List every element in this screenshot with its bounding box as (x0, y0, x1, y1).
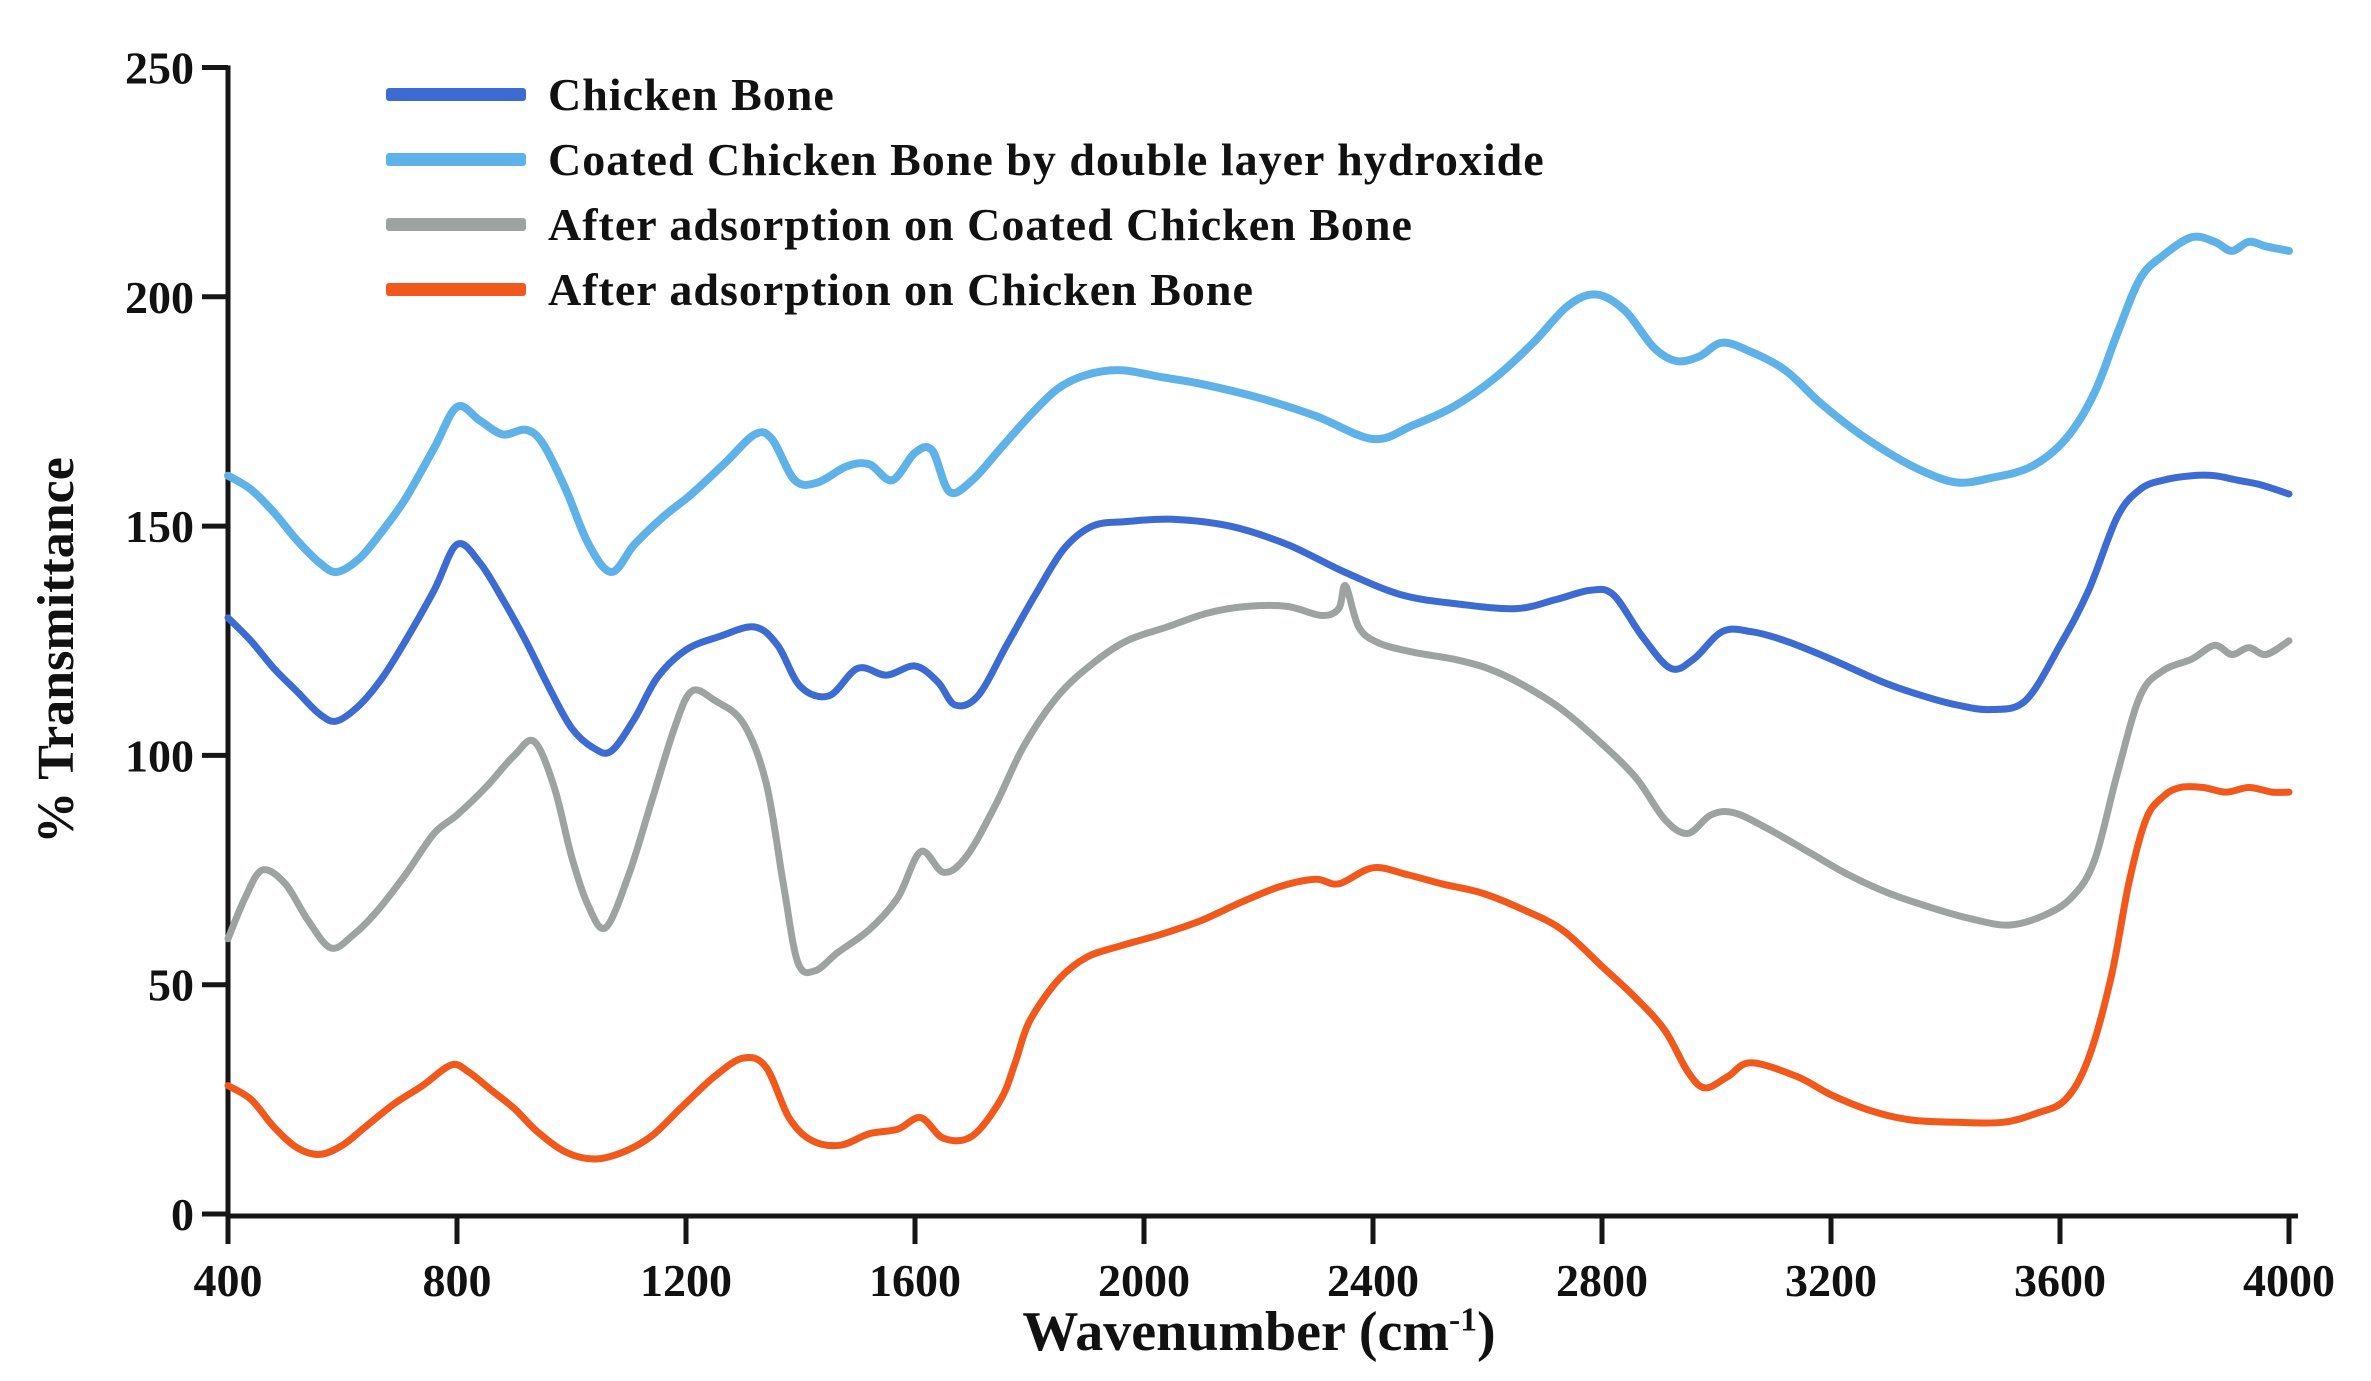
y-tick-label: 250 (125, 43, 194, 94)
x-tick-label: 3600 (2014, 1255, 2106, 1306)
x-tick-label: 1200 (640, 1255, 732, 1306)
x-tick-label: 1600 (869, 1255, 961, 1306)
x-axis-title-suffix: ) (1477, 1301, 1496, 1363)
legend-swatch-icon (386, 87, 526, 101)
legend-swatch-icon (386, 217, 526, 231)
legend-item-after-adsorption-on-chicken-bone: After adsorption on Chicken Bone (386, 261, 1545, 317)
series-line-after-adsorption-on-chicken-bone (224, 783, 2293, 1163)
y-tick-label: 100 (125, 730, 194, 781)
legend-label: After adsorption on Coated Chicken Bone (548, 198, 1413, 250)
x-axis-title: Wavenumber (cm-1) (228, 1301, 2290, 1364)
legend: Chicken Bone Coated Chicken Bone by doubl… (386, 66, 1545, 326)
x-tick-label: 800 (423, 1255, 492, 1306)
legend-item-coated-chicken-bone-by-double-layer-hydroxide: Coated Chicken Bone by double layer hydr… (386, 131, 1545, 187)
legend-item-after-adsorption-on-coated-chicken-bone: After adsorption on Coated Chicken Bone (386, 196, 1545, 252)
legend-label: Coated Chicken Bone by double layer hydr… (548, 133, 1545, 185)
legend-label: Chicken Bone (548, 68, 835, 120)
x-tick-label: 4000 (2243, 1255, 2335, 1306)
y-tick-label: 200 (125, 272, 194, 323)
x-tick-label: 2800 (1556, 1255, 1648, 1306)
y-tick-label: 150 (125, 501, 194, 552)
series-line-after-adsorption-on-coated-chicken-bone (224, 582, 2293, 977)
legend-swatch-icon (386, 152, 526, 166)
y-tick-label: 0 (171, 1189, 194, 1240)
series-line-chicken-bone (224, 471, 2293, 757)
x-tick-label: 2000 (1098, 1255, 1190, 1306)
x-axis-title-text: Wavenumber (cm (1022, 1301, 1450, 1363)
series-line-coated-chicken-bone-by-double-layer-hydroxide (224, 232, 2293, 577)
legend-item-chicken-bone: Chicken Bone (386, 66, 1545, 122)
legend-label: After adsorption on Chicken Bone (548, 263, 1254, 315)
legend-swatch-icon (386, 282, 526, 296)
y-tick-label: 50 (148, 960, 194, 1011)
x-tick-label: 2400 (1327, 1255, 1419, 1306)
x-axis-title-superscript: -1 (1449, 1301, 1478, 1339)
x-tick-label: 3200 (1785, 1255, 1877, 1306)
x-tick-label: 400 (194, 1255, 263, 1306)
